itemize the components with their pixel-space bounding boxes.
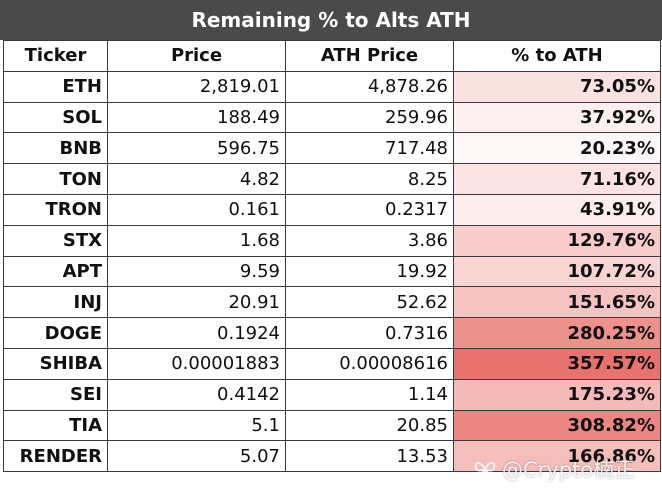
cell-ath-price: 4,878.26: [285, 70, 454, 103]
cell-pct-to-ath: 43.91%: [453, 193, 661, 226]
table-row: TRON 0.161 0.2317 43.91%: [3, 193, 661, 226]
header-price: Price: [107, 40, 286, 72]
cell-ticker: APT: [3, 255, 108, 288]
cell-price: 0.161: [107, 193, 286, 226]
cell-ath-price: 717.48: [285, 132, 454, 165]
cell-pct-to-ath: 107.72%: [453, 255, 661, 288]
table-row: SOL 188.49 259.96 37.92%: [3, 101, 661, 134]
cell-ath-price: 20.85: [285, 409, 454, 442]
cell-price: 1.68: [107, 224, 286, 257]
cell-ath-price: 13.53: [285, 440, 454, 473]
cell-pct-to-ath: 166.86%: [453, 440, 661, 473]
table-row: INJ 20.91 52.62 151.65%: [3, 286, 661, 319]
ath-table: Ticker Price ATH Price % to ATH ETH 2,819…: [3, 40, 661, 473]
cell-pct-to-ath: 151.65%: [453, 286, 661, 319]
cell-price: 5.07: [107, 440, 286, 473]
table-row: TIA 5.1 20.85 308.82%: [3, 409, 661, 442]
header-ticker: Ticker: [3, 40, 108, 72]
cell-ath-price: 0.7316: [285, 317, 454, 349]
table-row: SHIBA 0.00001883 0.00008616 357.57%: [3, 347, 661, 380]
cell-ath-price: 8.25: [285, 163, 454, 195]
cell-ath-price: 0.00008616: [285, 347, 454, 380]
cell-ticker: SOL: [3, 101, 108, 134]
cell-ath-price: 259.96: [285, 101, 454, 134]
cell-ath-price: 0.2317: [285, 193, 454, 226]
table-row: RENDER 5.07 13.53 166.86%: [3, 440, 661, 473]
cell-price: 0.4142: [107, 378, 286, 411]
table-row: TON 4.82 8.25 71.16%: [3, 163, 661, 195]
cell-ticker: BNB: [3, 132, 108, 165]
cell-pct-to-ath: 73.05%: [453, 70, 661, 103]
cell-pct-to-ath: 71.16%: [453, 163, 661, 195]
cell-price: 0.1924: [107, 317, 286, 349]
header-pct-to-ath: % to ATH: [453, 40, 661, 72]
cell-price: 188.49: [107, 101, 286, 134]
table-body: ETH 2,819.01 4,878.26 73.05% SOL 188.49 259.96…: [3, 70, 661, 473]
cell-price: 596.75: [107, 132, 286, 165]
cell-ath-price: 19.92: [285, 255, 454, 288]
cell-ath-price: 52.62: [285, 286, 454, 319]
table-row: STX 1.68 3.86 129.76%: [3, 224, 661, 257]
cell-ticker: STX: [3, 224, 108, 257]
cell-ath-price: 3.86: [285, 224, 454, 257]
cell-price: 2,819.01: [107, 70, 286, 103]
cell-ticker: RENDER: [3, 440, 108, 473]
cell-ticker: INJ: [3, 286, 108, 319]
table-row: DOGE 0.1924 0.7316 280.25%: [3, 317, 661, 349]
cell-price: 9.59: [107, 255, 286, 288]
cell-pct-to-ath: 37.92%: [453, 101, 661, 134]
cell-pct-to-ath: 20.23%: [453, 132, 661, 165]
cell-ticker: TRON: [3, 193, 108, 226]
cell-price: 0.00001883: [107, 347, 286, 380]
cell-pct-to-ath: 357.57%: [453, 347, 661, 380]
cell-pct-to-ath: 175.23%: [453, 378, 661, 411]
table-row: ETH 2,819.01 4,878.26 73.05%: [3, 70, 661, 103]
table-row: BNB 596.75 717.48 20.23%: [3, 132, 661, 165]
cell-pct-to-ath: 129.76%: [453, 224, 661, 257]
cell-pct-to-ath: 280.25%: [453, 317, 661, 349]
header-row: Ticker Price ATH Price % to ATH: [3, 40, 661, 72]
header-ath-price: ATH Price: [285, 40, 454, 72]
cell-ticker: TIA: [3, 409, 108, 442]
cell-price: 5.1: [107, 409, 286, 442]
cell-ticker: TON: [3, 163, 108, 195]
table-row: APT 9.59 19.92 107.72%: [3, 255, 661, 288]
cell-ticker: ETH: [3, 70, 108, 103]
cell-ath-price: 1.14: [285, 378, 454, 411]
cell-price: 20.91: [107, 286, 286, 319]
cell-ticker: SEI: [3, 378, 108, 411]
cell-ticker: DOGE: [3, 317, 108, 349]
table-title: Remaining % to Alts ATH: [0, 0, 662, 40]
cell-price: 4.82: [107, 163, 286, 195]
table-row: SEI 0.4142 1.14 175.23%: [3, 378, 661, 411]
cell-ticker: SHIBA: [3, 347, 108, 380]
cell-pct-to-ath: 308.82%: [453, 409, 661, 442]
